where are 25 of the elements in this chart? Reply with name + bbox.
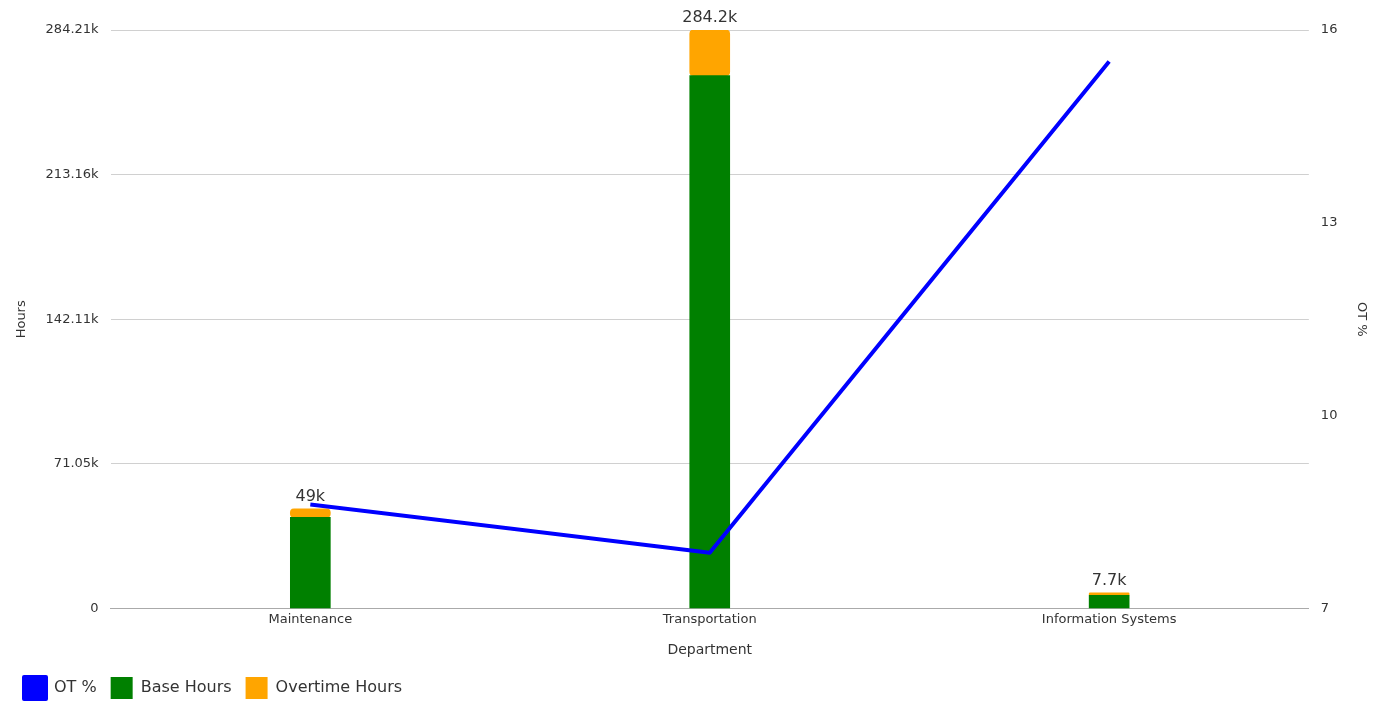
bar	[689, 75, 731, 609]
legend-label: Overtime Hours	[275, 677, 403, 697]
x-tick-label: Transportation	[661, 610, 757, 626]
y2-tick-label: 13	[1320, 214, 1338, 230]
y-tick-label: 213.16k	[45, 166, 100, 182]
y2-axis-title: OT %	[1354, 301, 1370, 337]
bar	[689, 30, 731, 76]
legend-label: OT %	[54, 677, 97, 697]
x-tick-label: Information Systems	[1041, 610, 1177, 626]
total-label: 7.7k	[1091, 570, 1128, 590]
total-label: 284.2k	[682, 7, 738, 27]
y2-tick-label: 16	[1320, 21, 1338, 37]
y-tick-label: 71.05k	[53, 455, 100, 471]
bar	[1088, 595, 1130, 609]
x-tick-label: Maintenance	[268, 610, 353, 626]
y2-tick-label: 10	[1320, 407, 1338, 423]
y-tick-label: 0	[90, 599, 99, 615]
y-tick-label: 284.21k	[45, 21, 100, 37]
y-axis-title: Hours	[13, 300, 29, 339]
y2-tick-label: 7	[1320, 599, 1330, 615]
bar	[289, 517, 331, 609]
legend-label: Base Hours	[140, 677, 232, 697]
y-tick-label: 142.11k	[45, 310, 100, 326]
x-axis-title: Department	[667, 641, 753, 658]
total-label: 49k	[295, 486, 326, 505]
